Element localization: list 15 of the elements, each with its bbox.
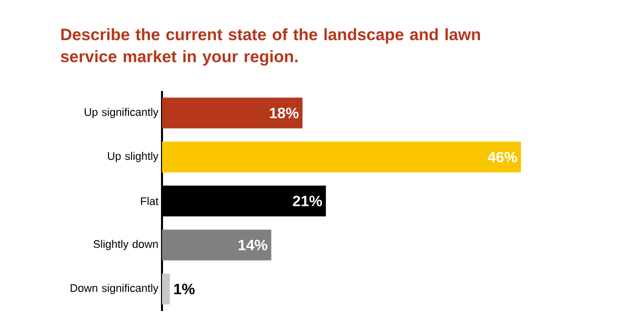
bar (162, 230, 272, 260)
y-tick-label: Flat (141, 196, 158, 206)
data-label: 21% (292, 196, 322, 206)
bar (162, 274, 170, 304)
data-label: 46% (488, 152, 518, 162)
y-tick-label: Down significantly (70, 284, 158, 294)
data-label: 1% (174, 284, 195, 294)
y-tick-label: Up slightly (108, 152, 158, 162)
chart-title: Describe the current state of the landscape and lawn service market in your region. (60, 28, 480, 66)
y-tick-label: Slightly down (94, 240, 158, 250)
data-label: 14% (238, 240, 268, 250)
bar (162, 142, 522, 172)
data-label: 18% (270, 108, 299, 118)
bar (162, 98, 302, 128)
y-tick-label: Up significantly (84, 108, 158, 118)
